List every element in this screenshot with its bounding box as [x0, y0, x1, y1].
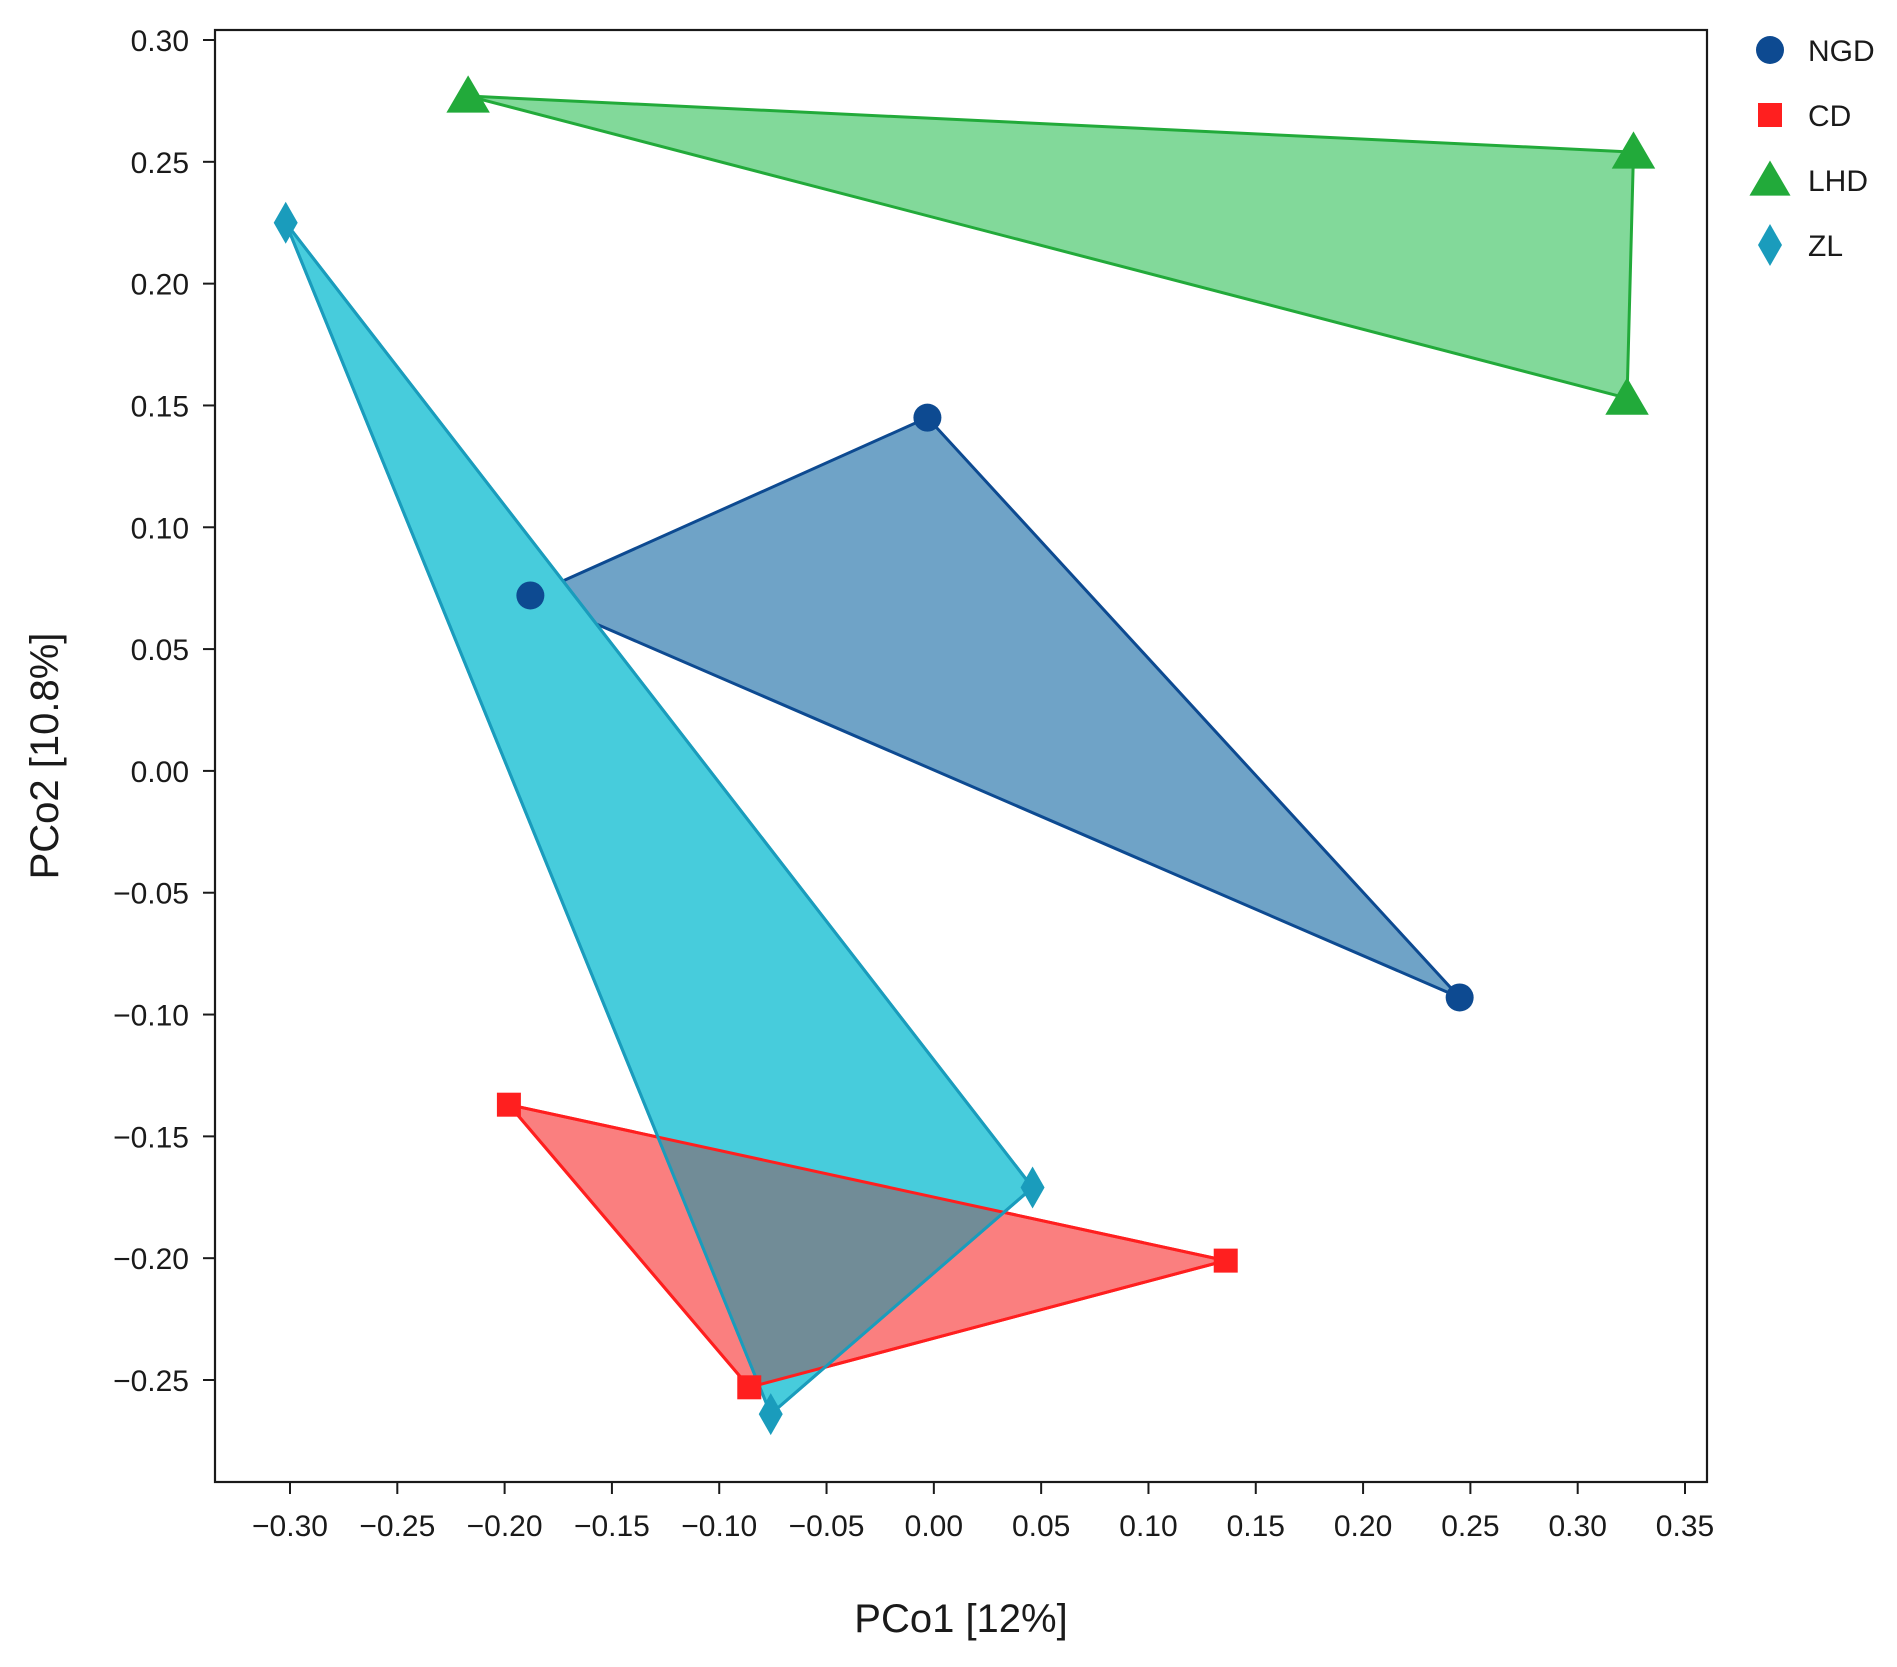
x-tick-label: −0.30: [252, 1510, 328, 1543]
x-axis-label: PCo1 [12%]: [854, 1597, 1067, 1641]
y-tick-label: 0.25: [131, 147, 189, 180]
legend-label-cd: CD: [1808, 100, 1851, 133]
y-tick-label: −0.15: [113, 1121, 189, 1154]
x-tick-label: 0.20: [1334, 1510, 1392, 1543]
y-tick-label: −0.10: [113, 1000, 189, 1033]
x-tick-label: 0.00: [905, 1510, 963, 1543]
point-ngd: [516, 581, 545, 610]
legend-label-ngd: NGD: [1808, 35, 1875, 68]
x-tick-label: 0.05: [1012, 1510, 1070, 1543]
y-tick-label: 0.20: [131, 269, 189, 302]
y-tick-label: −0.25: [113, 1365, 189, 1398]
y-tick-label: 0.05: [131, 634, 189, 667]
x-tick-label: −0.20: [467, 1510, 543, 1543]
point-lhd: [1611, 131, 1656, 169]
point-lhd: [446, 75, 490, 113]
point-ngd: [913, 403, 942, 432]
y-axis-label: PCo2 [10.8%]: [23, 633, 67, 880]
x-tick-label: 0.25: [1441, 1510, 1499, 1543]
x-tick-label: −0.10: [681, 1510, 757, 1543]
point-zl: [273, 201, 298, 244]
point-cd: [496, 1092, 521, 1117]
hull-edge-zl: [284, 221, 1035, 1416]
data-points: [273, 75, 1656, 1436]
legend-marker-cd: [1758, 103, 1782, 127]
x-tick-label: −0.25: [359, 1510, 435, 1543]
point-zl: [758, 1393, 783, 1436]
y-tick-label: −0.05: [113, 878, 189, 911]
x-axis: −0.30 −0.25 −0.20 −0.15 −0.10 −0.05 0.00 0.05 0.…: [252, 1482, 1714, 1543]
plot-frame: [213, 28, 1709, 1484]
y-tick-label: 0.15: [131, 390, 189, 423]
legend-marker-zl: [1758, 224, 1782, 266]
point-lhd: [1605, 377, 1649, 415]
hull-edge-cd: [507, 1103, 1228, 1389]
point-zl: [1020, 1166, 1045, 1209]
legend-marker-lhd: [1749, 160, 1791, 196]
legend: NGD CD LHD ZL: [1749, 35, 1875, 266]
y-tick-label: 0.30: [131, 25, 189, 58]
point-cd: [1213, 1248, 1238, 1273]
x-tick-label: 0.10: [1119, 1510, 1177, 1543]
legend-label-lhd: LHD: [1808, 165, 1868, 198]
x-tick-label: 0.30: [1548, 1510, 1606, 1543]
legend-label-zl: ZL: [1808, 230, 1843, 263]
legend-marker-ngd: [1756, 36, 1784, 64]
x-tick-label: −0.15: [574, 1510, 650, 1543]
hull-lhd: [466, 94, 1635, 400]
x-tick-label: 0.15: [1227, 1510, 1285, 1543]
point-ngd: [1445, 983, 1474, 1012]
point-cd: [737, 1375, 762, 1400]
hull-ngd: [528, 416, 1462, 999]
y-tick-label: 0.00: [131, 756, 189, 789]
y-tick-label: −0.20: [113, 1243, 189, 1276]
x-tick-label: 0.35: [1656, 1510, 1714, 1543]
y-axis: 0.30 0.25 0.20 0.15 0.10 0.05 0.00 −0.05 −0.10 −0…: [113, 25, 215, 1398]
x-tick-label: −0.05: [789, 1510, 865, 1543]
y-tick-label: 0.10: [131, 512, 189, 545]
